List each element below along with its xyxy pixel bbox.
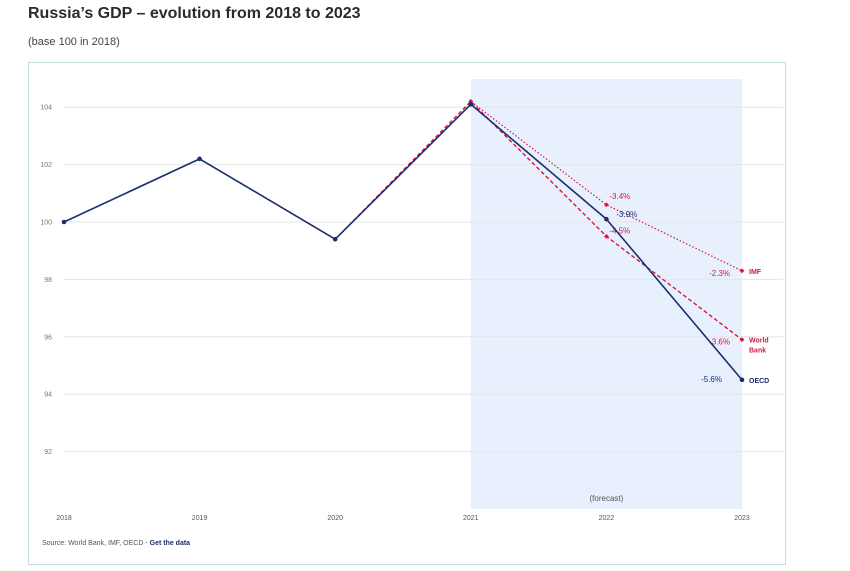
annotation-oecd-2022: -3.9% (616, 210, 637, 219)
chart-frame (28, 62, 786, 565)
x-tick-2021: 2021 (463, 515, 479, 522)
point-oecd-2020 (332, 236, 338, 242)
y-tick-98: 98 (44, 277, 52, 284)
y-tick-102: 102 (40, 162, 52, 169)
y-tick-92: 92 (44, 449, 52, 456)
point-oecd-2018 (61, 219, 67, 225)
source-text: Source: World Bank, IMF, OECD - (42, 540, 150, 547)
x-tick-2023: 2023 (734, 515, 750, 522)
y-tick-100: 100 (40, 220, 52, 227)
annotation-oecd-2023: -5.6% (701, 375, 722, 384)
x-tick-2018: 2018 (56, 515, 72, 522)
point-world-bank-2022 (604, 233, 609, 239)
annotation-world-bank-2023: -3.6% (709, 338, 730, 347)
get-data-link[interactable]: Get the data (149, 540, 191, 547)
chart-title: Russia’s GDP – evolution from 2018 to 20… (28, 5, 361, 22)
series-label-world-bank-line2: Bank (749, 348, 766, 355)
point-imf-2023 (739, 268, 745, 274)
series-line-world-bank (334, 100, 743, 341)
series-label-imf: IMF (749, 269, 762, 276)
point-oecd-2023 (739, 377, 745, 383)
source-note: Source: World Bank, IMF, OECD - Get the … (42, 540, 190, 547)
forecast-label: (forecast) (590, 494, 624, 503)
y-tick-104: 104 (40, 105, 52, 112)
series-label-oecd: OECD (749, 378, 769, 385)
chart-subtitle: (base 100 in 2018) (28, 36, 120, 48)
point-world-bank-2023 (739, 337, 745, 343)
x-tick-2019: 2019 (192, 515, 208, 522)
y-tick-94: 94 (44, 392, 52, 399)
series-label-world-bank-line1: World (749, 338, 769, 345)
x-tick-2020: 2020 (327, 515, 343, 522)
annotation-imf-2023: -2.3% (709, 269, 730, 278)
annotation-imf-2022: -3.4% (609, 192, 630, 201)
series-line-imf (470, 101, 743, 272)
point-oecd-2022 (604, 216, 609, 222)
point-oecd-2019 (197, 156, 202, 162)
annotation-world-bank-2022: -4.5% (609, 226, 630, 235)
point-oecd-2021 (468, 102, 474, 107)
y-tick-96: 96 (44, 334, 52, 341)
series-line-oecd (63, 103, 743, 381)
point-imf-2022 (604, 202, 609, 208)
forecast-band (470, 79, 742, 509)
x-tick-2022: 2022 (599, 515, 615, 522)
